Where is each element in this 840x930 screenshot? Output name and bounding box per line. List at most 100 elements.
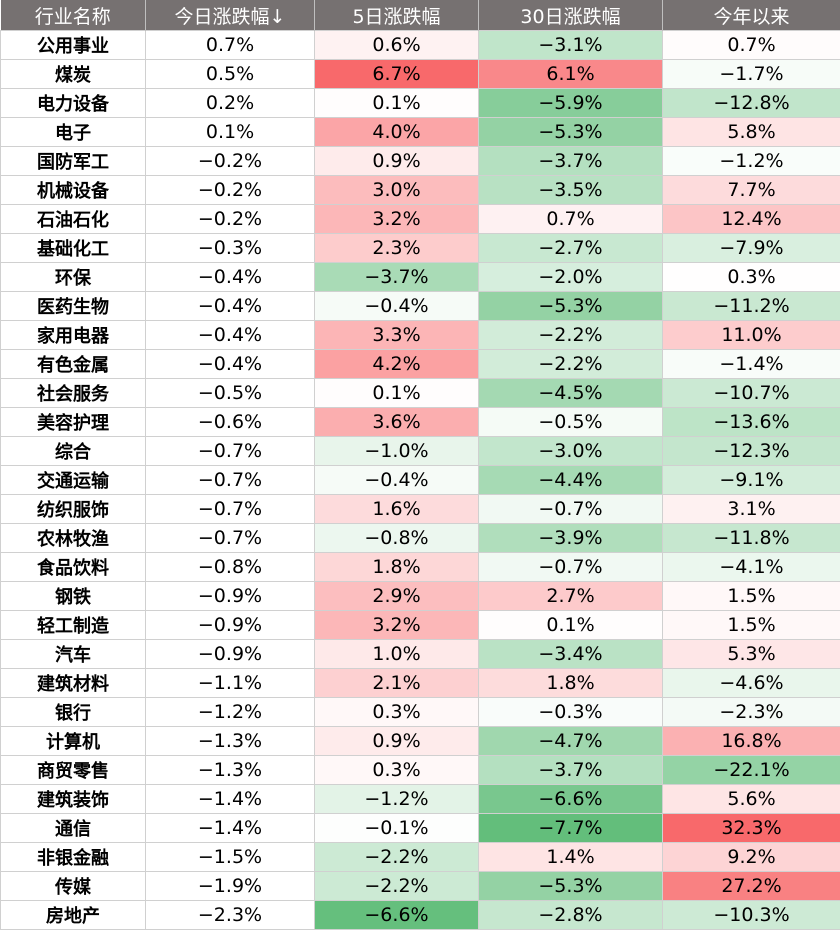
- cell-30d: −3.7%: [479, 147, 663, 176]
- cell-today: −2.3%: [146, 901, 315, 930]
- table-row: 银行−1.2%0.3%−0.3%−2.3%: [1, 698, 840, 727]
- cell-today: 0.2%: [146, 89, 315, 118]
- cell-5d: −0.1%: [315, 814, 479, 843]
- cell-ytd: 27.2%: [663, 872, 840, 901]
- cell-30d: −2.7%: [479, 234, 663, 263]
- cell-ytd: 7.7%: [663, 176, 840, 205]
- cell-30d: −4.4%: [479, 466, 663, 495]
- cell-5d: 0.1%: [315, 379, 479, 408]
- cell-industry-name: 煤炭: [1, 60, 146, 89]
- cell-5d: 0.3%: [315, 698, 479, 727]
- cell-30d: −3.0%: [479, 437, 663, 466]
- cell-industry-name: 食品饮料: [1, 553, 146, 582]
- cell-30d: −2.2%: [479, 321, 663, 350]
- cell-today: −0.2%: [146, 205, 315, 234]
- column-header-name[interactable]: 行业名称: [1, 0, 146, 31]
- cell-industry-name: 石油石化: [1, 205, 146, 234]
- cell-ytd: 12.4%: [663, 205, 840, 234]
- cell-industry-name: 有色金属: [1, 350, 146, 379]
- cell-industry-name: 公用事业: [1, 31, 146, 60]
- column-header-today[interactable]: 今日涨跌幅↓: [146, 0, 315, 31]
- cell-today: 0.5%: [146, 60, 315, 89]
- cell-5d: 0.1%: [315, 89, 479, 118]
- cell-today: −0.7%: [146, 495, 315, 524]
- cell-ytd: −11.8%: [663, 524, 840, 553]
- cell-industry-name: 汽车: [1, 640, 146, 669]
- cell-5d: 2.1%: [315, 669, 479, 698]
- cell-ytd: 1.5%: [663, 611, 840, 640]
- cell-30d: −3.4%: [479, 640, 663, 669]
- cell-industry-name: 建筑材料: [1, 669, 146, 698]
- cell-ytd: −10.3%: [663, 901, 840, 930]
- cell-ytd: −1.7%: [663, 60, 840, 89]
- cell-ytd: −7.9%: [663, 234, 840, 263]
- cell-today: 0.1%: [146, 118, 315, 147]
- cell-today: −1.3%: [146, 727, 315, 756]
- column-header-5d[interactable]: 5日涨跌幅: [315, 0, 479, 31]
- cell-5d: 0.9%: [315, 727, 479, 756]
- cell-ytd: −1.2%: [663, 147, 840, 176]
- table-row: 计算机−1.3%0.9%−4.7%16.8%: [1, 727, 840, 756]
- cell-industry-name: 非银金融: [1, 843, 146, 872]
- cell-5d: −2.2%: [315, 872, 479, 901]
- column-header-30d[interactable]: 30日涨跌幅: [479, 0, 663, 31]
- cell-today: −0.2%: [146, 176, 315, 205]
- cell-5d: −6.6%: [315, 901, 479, 930]
- cell-5d: −0.4%: [315, 292, 479, 321]
- header-row: 行业名称 今日涨跌幅↓ 5日涨跌幅 30日涨跌幅 今年以来: [1, 0, 840, 31]
- table-row: 国防军工−0.2%0.9%−3.7%−1.2%: [1, 147, 840, 176]
- cell-30d: −2.8%: [479, 901, 663, 930]
- cell-ytd: 5.8%: [663, 118, 840, 147]
- cell-5d: 3.2%: [315, 611, 479, 640]
- cell-ytd: 5.6%: [663, 785, 840, 814]
- table-row: 建筑装饰−1.4%−1.2%−6.6%5.6%: [1, 785, 840, 814]
- cell-industry-name: 银行: [1, 698, 146, 727]
- cell-30d: −5.9%: [479, 89, 663, 118]
- cell-ytd: −2.3%: [663, 698, 840, 727]
- cell-5d: −1.2%: [315, 785, 479, 814]
- cell-today: −1.3%: [146, 756, 315, 785]
- cell-industry-name: 国防军工: [1, 147, 146, 176]
- cell-today: −1.2%: [146, 698, 315, 727]
- cell-industry-name: 交通运输: [1, 466, 146, 495]
- table-row: 有色金属−0.4%4.2%−2.2%−1.4%: [1, 350, 840, 379]
- cell-5d: −0.4%: [315, 466, 479, 495]
- cell-5d: 0.6%: [315, 31, 479, 60]
- cell-industry-name: 环保: [1, 263, 146, 292]
- cell-today: −0.4%: [146, 321, 315, 350]
- cell-5d: −3.7%: [315, 263, 479, 292]
- cell-industry-name: 基础化工: [1, 234, 146, 263]
- table-row: 社会服务−0.5%0.1%−4.5%−10.7%: [1, 379, 840, 408]
- column-header-ytd[interactable]: 今年以来: [663, 0, 840, 31]
- cell-today: −0.8%: [146, 553, 315, 582]
- cell-today: −1.5%: [146, 843, 315, 872]
- cell-5d: 2.9%: [315, 582, 479, 611]
- cell-industry-name: 房地产: [1, 901, 146, 930]
- cell-ytd: 32.3%: [663, 814, 840, 843]
- cell-30d: 0.1%: [479, 611, 663, 640]
- table-row: 交通运输−0.7%−0.4%−4.4%−9.1%: [1, 466, 840, 495]
- cell-today: −1.4%: [146, 785, 315, 814]
- cell-ytd: −12.3%: [663, 437, 840, 466]
- cell-industry-name: 综合: [1, 437, 146, 466]
- table-row: 农林牧渔−0.7%−0.8%−3.9%−11.8%: [1, 524, 840, 553]
- cell-today: −0.9%: [146, 640, 315, 669]
- cell-30d: 2.7%: [479, 582, 663, 611]
- cell-ytd: −13.6%: [663, 408, 840, 437]
- cell-today: −0.4%: [146, 263, 315, 292]
- table-row: 石油石化−0.2%3.2%0.7%12.4%: [1, 205, 840, 234]
- cell-5d: 4.2%: [315, 350, 479, 379]
- cell-30d: −3.5%: [479, 176, 663, 205]
- table-row: 环保−0.4%−3.7%−2.0%0.3%: [1, 263, 840, 292]
- table-row: 商贸零售−1.3%0.3%−3.7%−22.1%: [1, 756, 840, 785]
- table-row: 综合−0.7%−1.0%−3.0%−12.3%: [1, 437, 840, 466]
- cell-ytd: −4.6%: [663, 669, 840, 698]
- cell-5d: 3.0%: [315, 176, 479, 205]
- cell-30d: −0.3%: [479, 698, 663, 727]
- cell-5d: 0.3%: [315, 756, 479, 785]
